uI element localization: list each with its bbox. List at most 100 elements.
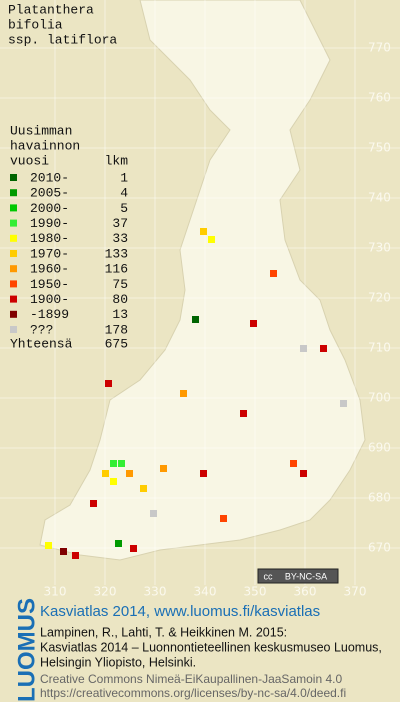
record-square bbox=[110, 460, 117, 467]
legend-swatch bbox=[10, 219, 17, 227]
logo: LUOMUS bbox=[13, 598, 40, 702]
badge-cc: cc bbox=[264, 571, 274, 581]
license-badge: cc BY-NC-SA bbox=[257, 568, 339, 584]
legend-label: 1900- bbox=[30, 292, 69, 307]
legend-count: 1 bbox=[120, 170, 128, 185]
x-grid-label: 310 bbox=[44, 585, 67, 599]
legend-label: 1990- bbox=[30, 216, 69, 231]
x-grid-label: 340 bbox=[194, 585, 217, 599]
record-square bbox=[200, 470, 207, 477]
legend-label: 1970- bbox=[30, 246, 69, 261]
y-grid-label: 760 bbox=[368, 91, 391, 105]
legend-swatch bbox=[10, 326, 17, 333]
site-link[interactable]: Kasviatlas 2014, www.luomus.fi/kasviatla… bbox=[40, 603, 320, 620]
record-square bbox=[340, 400, 347, 407]
legend-count: 75 bbox=[112, 277, 128, 292]
record-square bbox=[60, 548, 67, 555]
legend-swatch bbox=[10, 295, 17, 303]
record-square bbox=[105, 380, 112, 387]
legend-col-period: vuosi bbox=[10, 153, 49, 168]
record-square bbox=[72, 552, 79, 559]
record-square bbox=[45, 542, 52, 549]
grid: 770 760 750 740 730 720 710 700 690 680 670 310 320 3… bbox=[0, 0, 400, 599]
record-square bbox=[160, 465, 167, 472]
record-square bbox=[208, 236, 215, 243]
license-line: Creative Commons Nimeä-EiKaupallinen-Jaa… bbox=[40, 672, 342, 686]
legend-heading: havainnon bbox=[10, 138, 80, 153]
record-square bbox=[126, 470, 133, 477]
legend-count: 80 bbox=[112, 292, 128, 307]
license-line: https://creativecommons.org/licenses/by-… bbox=[40, 686, 346, 700]
record-square bbox=[118, 460, 125, 467]
record-square bbox=[300, 345, 307, 352]
legend-count: 178 bbox=[105, 322, 128, 337]
record-square bbox=[192, 316, 199, 323]
badge-box bbox=[257, 568, 339, 584]
legend-label: 2010- bbox=[30, 170, 69, 185]
record-square bbox=[220, 515, 227, 522]
legend-total: 675 bbox=[105, 337, 128, 352]
record-square bbox=[110, 478, 117, 485]
title-line: ssp. latiflora bbox=[8, 32, 117, 47]
record-square bbox=[290, 460, 297, 467]
record-square bbox=[250, 320, 257, 327]
badge-text: BY-NC-SA bbox=[285, 571, 327, 581]
legend-total-label: Yhteensä bbox=[10, 337, 73, 352]
x-grid-label: 330 bbox=[144, 585, 167, 599]
legend-label: ??? bbox=[30, 322, 53, 337]
legend-swatch bbox=[10, 265, 17, 273]
x-grid-label: 320 bbox=[94, 585, 117, 599]
legend-swatch bbox=[10, 204, 17, 212]
record-squares bbox=[45, 228, 347, 559]
record-square bbox=[140, 485, 147, 492]
legend-swatch bbox=[10, 250, 17, 257]
legend-count: 4 bbox=[120, 186, 128, 201]
record-square bbox=[300, 470, 307, 477]
legend-count: 37 bbox=[112, 216, 128, 231]
record-square bbox=[180, 390, 187, 397]
finland-outline bbox=[39, 0, 366, 561]
legend-heading: Uusimman bbox=[10, 123, 72, 138]
legend-label: -1899 bbox=[30, 307, 69, 322]
title-line: Platanthera bbox=[8, 2, 94, 17]
legend-col-count: lkm bbox=[105, 153, 129, 168]
y-grid-label: 740 bbox=[368, 191, 391, 205]
citation-line: Kasviatlas 2014 – Luonnontieteellinen ke… bbox=[40, 640, 382, 654]
legend-count: 133 bbox=[105, 246, 128, 261]
record-square bbox=[320, 345, 327, 352]
y-grid-label: 690 bbox=[368, 441, 391, 455]
legend-swatch bbox=[10, 280, 17, 288]
legend-swatch bbox=[10, 310, 17, 318]
record-square bbox=[130, 545, 137, 552]
record-square bbox=[240, 410, 247, 417]
y-grid-label: 680 bbox=[368, 491, 391, 505]
legend-swatch bbox=[10, 174, 17, 181]
record-square bbox=[270, 270, 277, 277]
citation-line: Helsingin Yliopisto, Helsinki. bbox=[40, 655, 196, 669]
x-grid-label: 350 bbox=[244, 585, 267, 599]
x-grid-label: 360 bbox=[294, 585, 317, 599]
legend-label: 1950- bbox=[30, 277, 69, 292]
record-square bbox=[150, 510, 157, 517]
title-line: bifolia bbox=[8, 17, 63, 32]
x-grid-label: 370 bbox=[344, 585, 367, 599]
legend-label: 1980- bbox=[30, 231, 69, 246]
legend-swatch bbox=[10, 189, 17, 197]
legend-label: 2005- bbox=[30, 186, 69, 201]
citation-line: Lampinen, R., Lahti, T. & Heikkinen M. 2… bbox=[40, 625, 287, 639]
y-grid-label: 710 bbox=[368, 341, 391, 355]
record-square bbox=[115, 540, 122, 547]
y-grid-label: 670 bbox=[368, 541, 391, 555]
record-square bbox=[200, 228, 207, 235]
record-square bbox=[102, 470, 109, 477]
y-grid-label: 720 bbox=[368, 291, 391, 305]
legend-swatch bbox=[10, 234, 17, 242]
legend-count: 13 bbox=[112, 307, 128, 322]
y-grid-label: 750 bbox=[368, 141, 391, 155]
legend-label: 2000- bbox=[30, 201, 69, 216]
footer: Lampinen, R., Lahti, T. & Heikkinen M. 2… bbox=[40, 625, 382, 700]
legend-count: 5 bbox=[120, 201, 128, 216]
y-grid-label: 730 bbox=[368, 241, 391, 255]
